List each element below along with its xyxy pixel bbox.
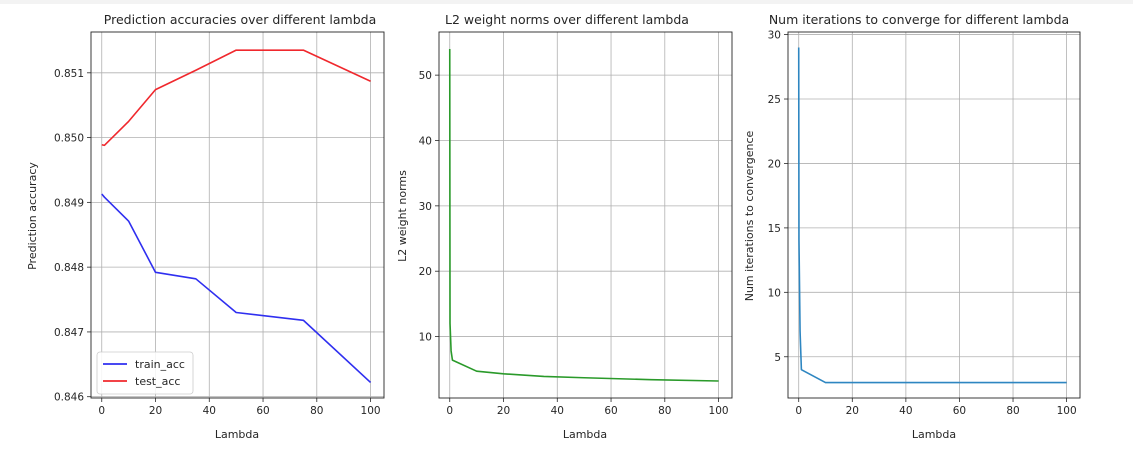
y-tick-label: 50 — [419, 70, 432, 82]
x-tick-label: 20 — [149, 405, 162, 417]
x-tick-label: 60 — [256, 405, 269, 417]
chart-title: Prediction accuracies over different lam… — [104, 12, 376, 27]
plot-area: 0 20 40 60 80 100 10 20 30 40 50 — [419, 31, 733, 417]
x-tick-label: 100 — [709, 405, 729, 417]
axes-frame — [787, 31, 1081, 399]
y-axis-label: Num iterations to convergence — [743, 130, 756, 301]
y-tick-label: 15 — [768, 223, 781, 235]
y-tick-label: 25 — [768, 94, 781, 106]
y-axis-label: Prediction accuracy — [26, 162, 39, 270]
y-tick-label: 0.849 — [54, 197, 84, 209]
x-tick-label: 20 — [497, 405, 510, 417]
y-tick-label: 10 — [768, 287, 781, 299]
x-tick-label: 80 — [310, 405, 323, 417]
x-tick-label: 60 — [953, 405, 966, 417]
x-tick-label: 60 — [604, 405, 617, 417]
legend-label: train_acc — [135, 358, 185, 371]
y-tick-label: 0.846 — [54, 392, 84, 404]
x-axis-label: Lambda — [215, 428, 259, 441]
series-line-test-acc — [101, 49, 371, 147]
y-tick-label: 40 — [419, 135, 432, 147]
y-axis-label: L2 weight norms — [396, 170, 409, 262]
y-tick-label: 10 — [419, 332, 432, 344]
x-tick-label: 80 — [1006, 405, 1019, 417]
x-tick-label: 100 — [1057, 405, 1077, 417]
x-tick-label: 0 — [446, 405, 453, 417]
series-line — [448, 48, 719, 382]
axes-frame — [90, 31, 385, 399]
x-tick-label: 0 — [795, 405, 802, 417]
y-tick-label: 0.847 — [54, 327, 84, 339]
series-line-train-acc — [101, 193, 372, 384]
legend-box — [96, 351, 194, 395]
x-tick-label: 40 — [899, 405, 912, 417]
x-tick-label: 20 — [846, 405, 859, 417]
y-tick-label: 20 — [419, 266, 432, 278]
series-line — [797, 47, 1067, 384]
plot-area: 0 20 40 60 80 100 0.846 0.847 0.848 0.849 0.850 0.8… — [54, 31, 385, 417]
y-tick-label: 5 — [774, 352, 781, 364]
y-tick-label: 30 — [768, 30, 781, 42]
x-tick-label: 80 — [658, 405, 671, 417]
panel-l2-weight-norms: L2 weight norms over different lambda L2… — [396, 12, 733, 441]
legend: train_acc test_acc — [96, 351, 194, 395]
legend-label: test_acc — [135, 375, 180, 388]
y-tick-label: 0.848 — [54, 262, 84, 274]
top-rule — [0, 0, 1133, 4]
x-axis-label: Lambda — [912, 428, 956, 441]
x-tick-label: 0 — [98, 405, 105, 417]
y-tick-label: 0.850 — [54, 133, 84, 145]
chart-title: Num iterations to converge for different… — [769, 12, 1069, 27]
panel-prediction-accuracy: Prediction accuracies over different lam… — [26, 12, 385, 441]
y-tick-label: 30 — [419, 201, 432, 213]
x-tick-label: 100 — [361, 405, 381, 417]
y-tick-label: 20 — [768, 158, 781, 170]
panel-num-iterations: Num iterations to converge for different… — [743, 12, 1081, 441]
plot-area: 0 20 40 60 80 100 5 10 15 20 25 30 — [768, 30, 1081, 417]
chart-title: L2 weight norms over different lambda — [445, 12, 689, 27]
x-tick-label: 40 — [551, 405, 564, 417]
x-tick-label: 40 — [203, 405, 216, 417]
axes-frame — [438, 31, 733, 399]
x-axis-label: Lambda — [563, 428, 607, 441]
y-tick-label: 0.851 — [54, 68, 84, 80]
